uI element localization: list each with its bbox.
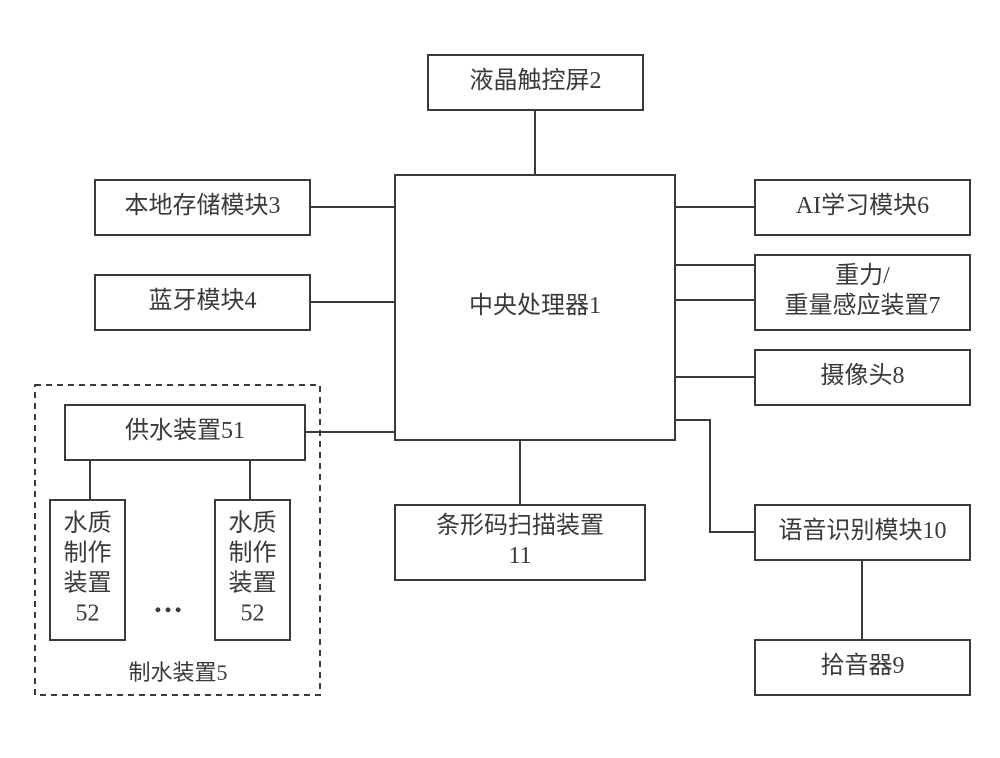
node-supply-label-0: 供水装置51 xyxy=(125,417,245,444)
node-gravity-label-0: 重力/ xyxy=(835,262,890,289)
node-wq1-label-1: 制作 xyxy=(64,540,112,567)
water-device-group-label: 制水装置5 xyxy=(128,660,227,685)
node-gravity-label-1: 重量感应装置7 xyxy=(785,292,941,319)
node-storage-label-0: 本地存储模块3 xyxy=(125,192,281,219)
node-wq1-label-3: 52 xyxy=(76,601,100,627)
node-cpu-label-0: 中央处理器1 xyxy=(469,292,601,319)
node-camera-label-0: 摄像头8 xyxy=(821,362,905,389)
node-mic-label-0: 拾音器9 xyxy=(821,652,905,679)
node-ai-label-0: AI学习模块6 xyxy=(796,192,929,219)
ellipsis: … xyxy=(153,586,183,619)
node-barcode-label-1: 11 xyxy=(508,543,531,569)
node-bt-label-0: 蓝牙模块4 xyxy=(149,287,257,314)
node-lcd-label-0: 液晶触控屏2 xyxy=(470,67,602,94)
node-voice-label-0: 语音识别模块10 xyxy=(779,517,947,544)
node-wq2-label-1: 制作 xyxy=(229,540,277,567)
node-wq1-label-2: 装置 xyxy=(64,570,112,597)
node-barcode-label-0: 条形码扫描装置 xyxy=(436,512,604,539)
node-wq2-label-3: 52 xyxy=(241,601,265,627)
node-wq2-label-2: 装置 xyxy=(229,570,277,597)
node-wq1-label-0: 水质 xyxy=(64,510,112,537)
node-wq2-label-0: 水质 xyxy=(229,510,277,537)
edge-voice-cpu xyxy=(675,420,755,532)
